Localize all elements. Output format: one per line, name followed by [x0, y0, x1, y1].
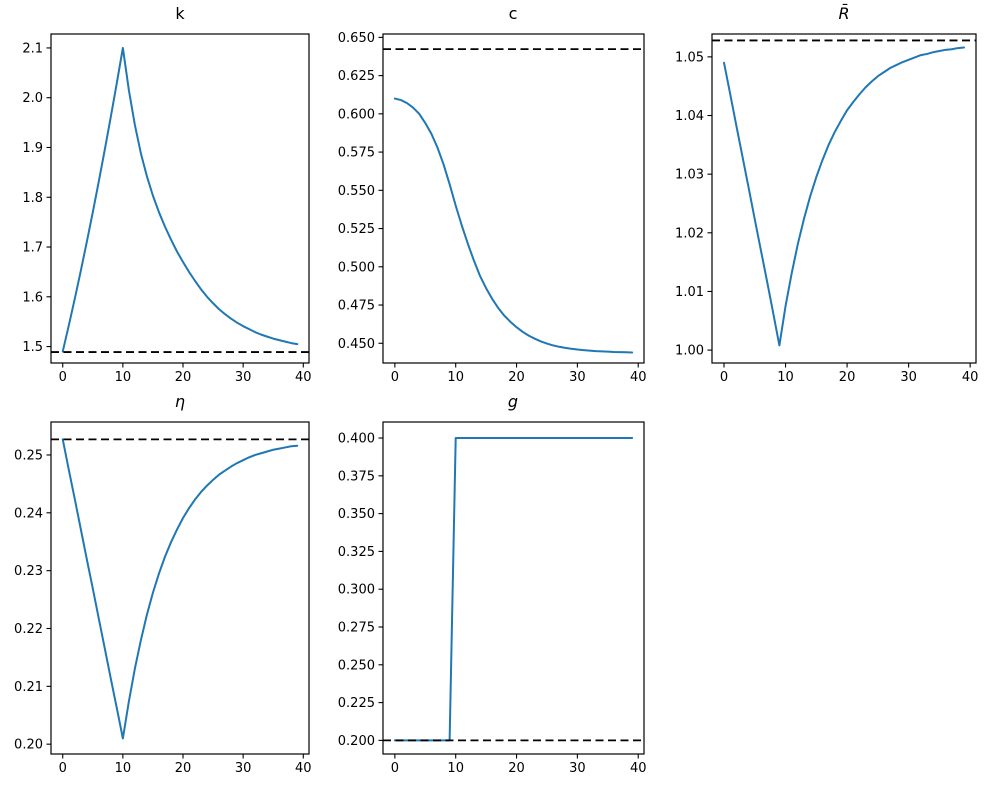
y-tick-label: 0.22 — [14, 622, 43, 637]
y-tick-label: 1.05 — [675, 50, 704, 65]
y-tick-label: 1.04 — [675, 109, 704, 124]
y-tick-label: 0.25 — [14, 448, 43, 463]
x-tick-label: 40 — [295, 761, 312, 776]
y-tick-label: 0.475 — [338, 299, 375, 314]
y-tick-label: 1.9 — [22, 141, 43, 156]
y-tick-label: 0.23 — [14, 564, 43, 579]
k-series-line — [61, 46, 299, 353]
y-tick-label: 0.600 — [338, 107, 375, 122]
y-tick-label: 0.275 — [338, 621, 375, 636]
y-tick-label: 0.24 — [14, 506, 43, 521]
y-tick-label: 1.01 — [675, 285, 704, 300]
x-tick-label: 20 — [175, 370, 192, 385]
y-tick-label: 1.03 — [675, 168, 704, 183]
y-tick-label: 0.400 — [338, 432, 375, 447]
x-tick-label: 0 — [720, 370, 728, 385]
x-tick-label: 10 — [115, 761, 132, 776]
subplot-title-k: k — [175, 4, 185, 23]
y-tick-label: 0.550 — [338, 184, 375, 199]
x-tick-label: 10 — [447, 761, 464, 776]
x-tick-label: 30 — [569, 761, 586, 776]
g-series-line — [393, 437, 634, 742]
x-tick-label: 10 — [115, 370, 132, 385]
x-tick-label: 40 — [962, 370, 979, 385]
y-tick-label: 1.00 — [675, 344, 704, 359]
y-tick-label: 2.0 — [22, 91, 43, 106]
x-tick-label: 10 — [777, 370, 794, 385]
subplot-g: 0 10 20 30 40 0.200 0.225 0.250 0.275 0.300 0.325 0… — [338, 421, 647, 776]
subplot-title-c: c — [508, 4, 518, 23]
y-tick-label: 0.21 — [14, 680, 43, 695]
y-tick-label: 0.200 — [338, 734, 375, 749]
subplot-title-eta: η — [174, 392, 186, 411]
x-tick-label: 30 — [235, 761, 252, 776]
x-tick-label: 30 — [900, 370, 917, 385]
x-tick-label: 30 — [235, 370, 252, 385]
subplot-eta: 0 10 20 30 40 0.20 0.21 0.22 0.23 0.24 0.25 — [14, 421, 312, 776]
x-tick-label: 30 — [569, 370, 586, 385]
y-tick-label: 0.500 — [338, 260, 375, 275]
y-tick-label: 0.300 — [338, 583, 375, 598]
y-tick-label: 0.225 — [338, 696, 375, 711]
y-tick-label: 0.375 — [338, 469, 375, 484]
y-tick-label: 0.250 — [338, 658, 375, 673]
y-tick-label: 0.625 — [338, 69, 375, 84]
y-tick-label: 0.350 — [338, 507, 375, 522]
y-tick-label: 1.6 — [22, 290, 43, 305]
x-tick-label: 0 — [391, 370, 399, 385]
x-tick-label: 20 — [508, 761, 525, 776]
x-tick-label: 40 — [630, 761, 647, 776]
y-tick-label: 1.5 — [22, 340, 43, 355]
y-tick-label: 0.325 — [338, 545, 375, 560]
axes-box — [382, 421, 645, 755]
x-tick-label: 40 — [295, 370, 312, 385]
y-tick-label: 1.7 — [22, 241, 43, 256]
y-tick-label: 0.450 — [338, 337, 375, 352]
axes-box — [50, 33, 310, 364]
y-tick-label: 1.02 — [675, 226, 704, 241]
x-tick-label: 20 — [508, 370, 525, 385]
x-tick-label: 20 — [839, 370, 856, 385]
subplot-c: 0 10 20 30 40 0.450 0.475 0.500 0.525 0.550 0.575 0… — [338, 31, 647, 385]
subplot-title-rbar: R̄ — [838, 4, 850, 23]
x-tick-label: 20 — [175, 761, 192, 776]
y-tick-label: 0.650 — [338, 31, 375, 46]
eta-series-line — [61, 438, 299, 740]
x-tick-label: 10 — [447, 370, 464, 385]
x-tick-label: 0 — [391, 761, 399, 776]
c-series-line — [393, 97, 634, 354]
y-tick-label: 0.525 — [338, 222, 375, 237]
axes-box — [711, 33, 977, 364]
y-tick-label: 0.575 — [338, 146, 375, 161]
x-tick-label: 0 — [59, 761, 67, 776]
subplot-title-g: g — [507, 392, 519, 411]
subplot-k: 0 10 20 30 40 1.5 1.6 1.7 1.8 1.9 2.0 2.1 — [22, 33, 312, 385]
axes-box — [382, 33, 645, 364]
y-tick-label: 2.1 — [22, 41, 43, 56]
y-tick-label: 0.20 — [14, 738, 43, 753]
Rbar-series-line — [723, 46, 965, 347]
y-tick-label: 1.8 — [22, 191, 43, 206]
axes-box — [50, 421, 310, 755]
x-tick-label: 40 — [630, 370, 647, 385]
subplot-Rbar: 0 10 20 30 40 1.00 1.01 1.02 1.03 1.04 1.05 — [675, 33, 979, 385]
x-tick-label: 0 — [59, 370, 67, 385]
